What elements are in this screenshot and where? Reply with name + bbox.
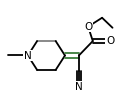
Text: N: N	[24, 51, 31, 60]
Text: N: N	[74, 82, 82, 92]
Text: O: O	[83, 22, 92, 32]
Text: O: O	[105, 36, 113, 46]
